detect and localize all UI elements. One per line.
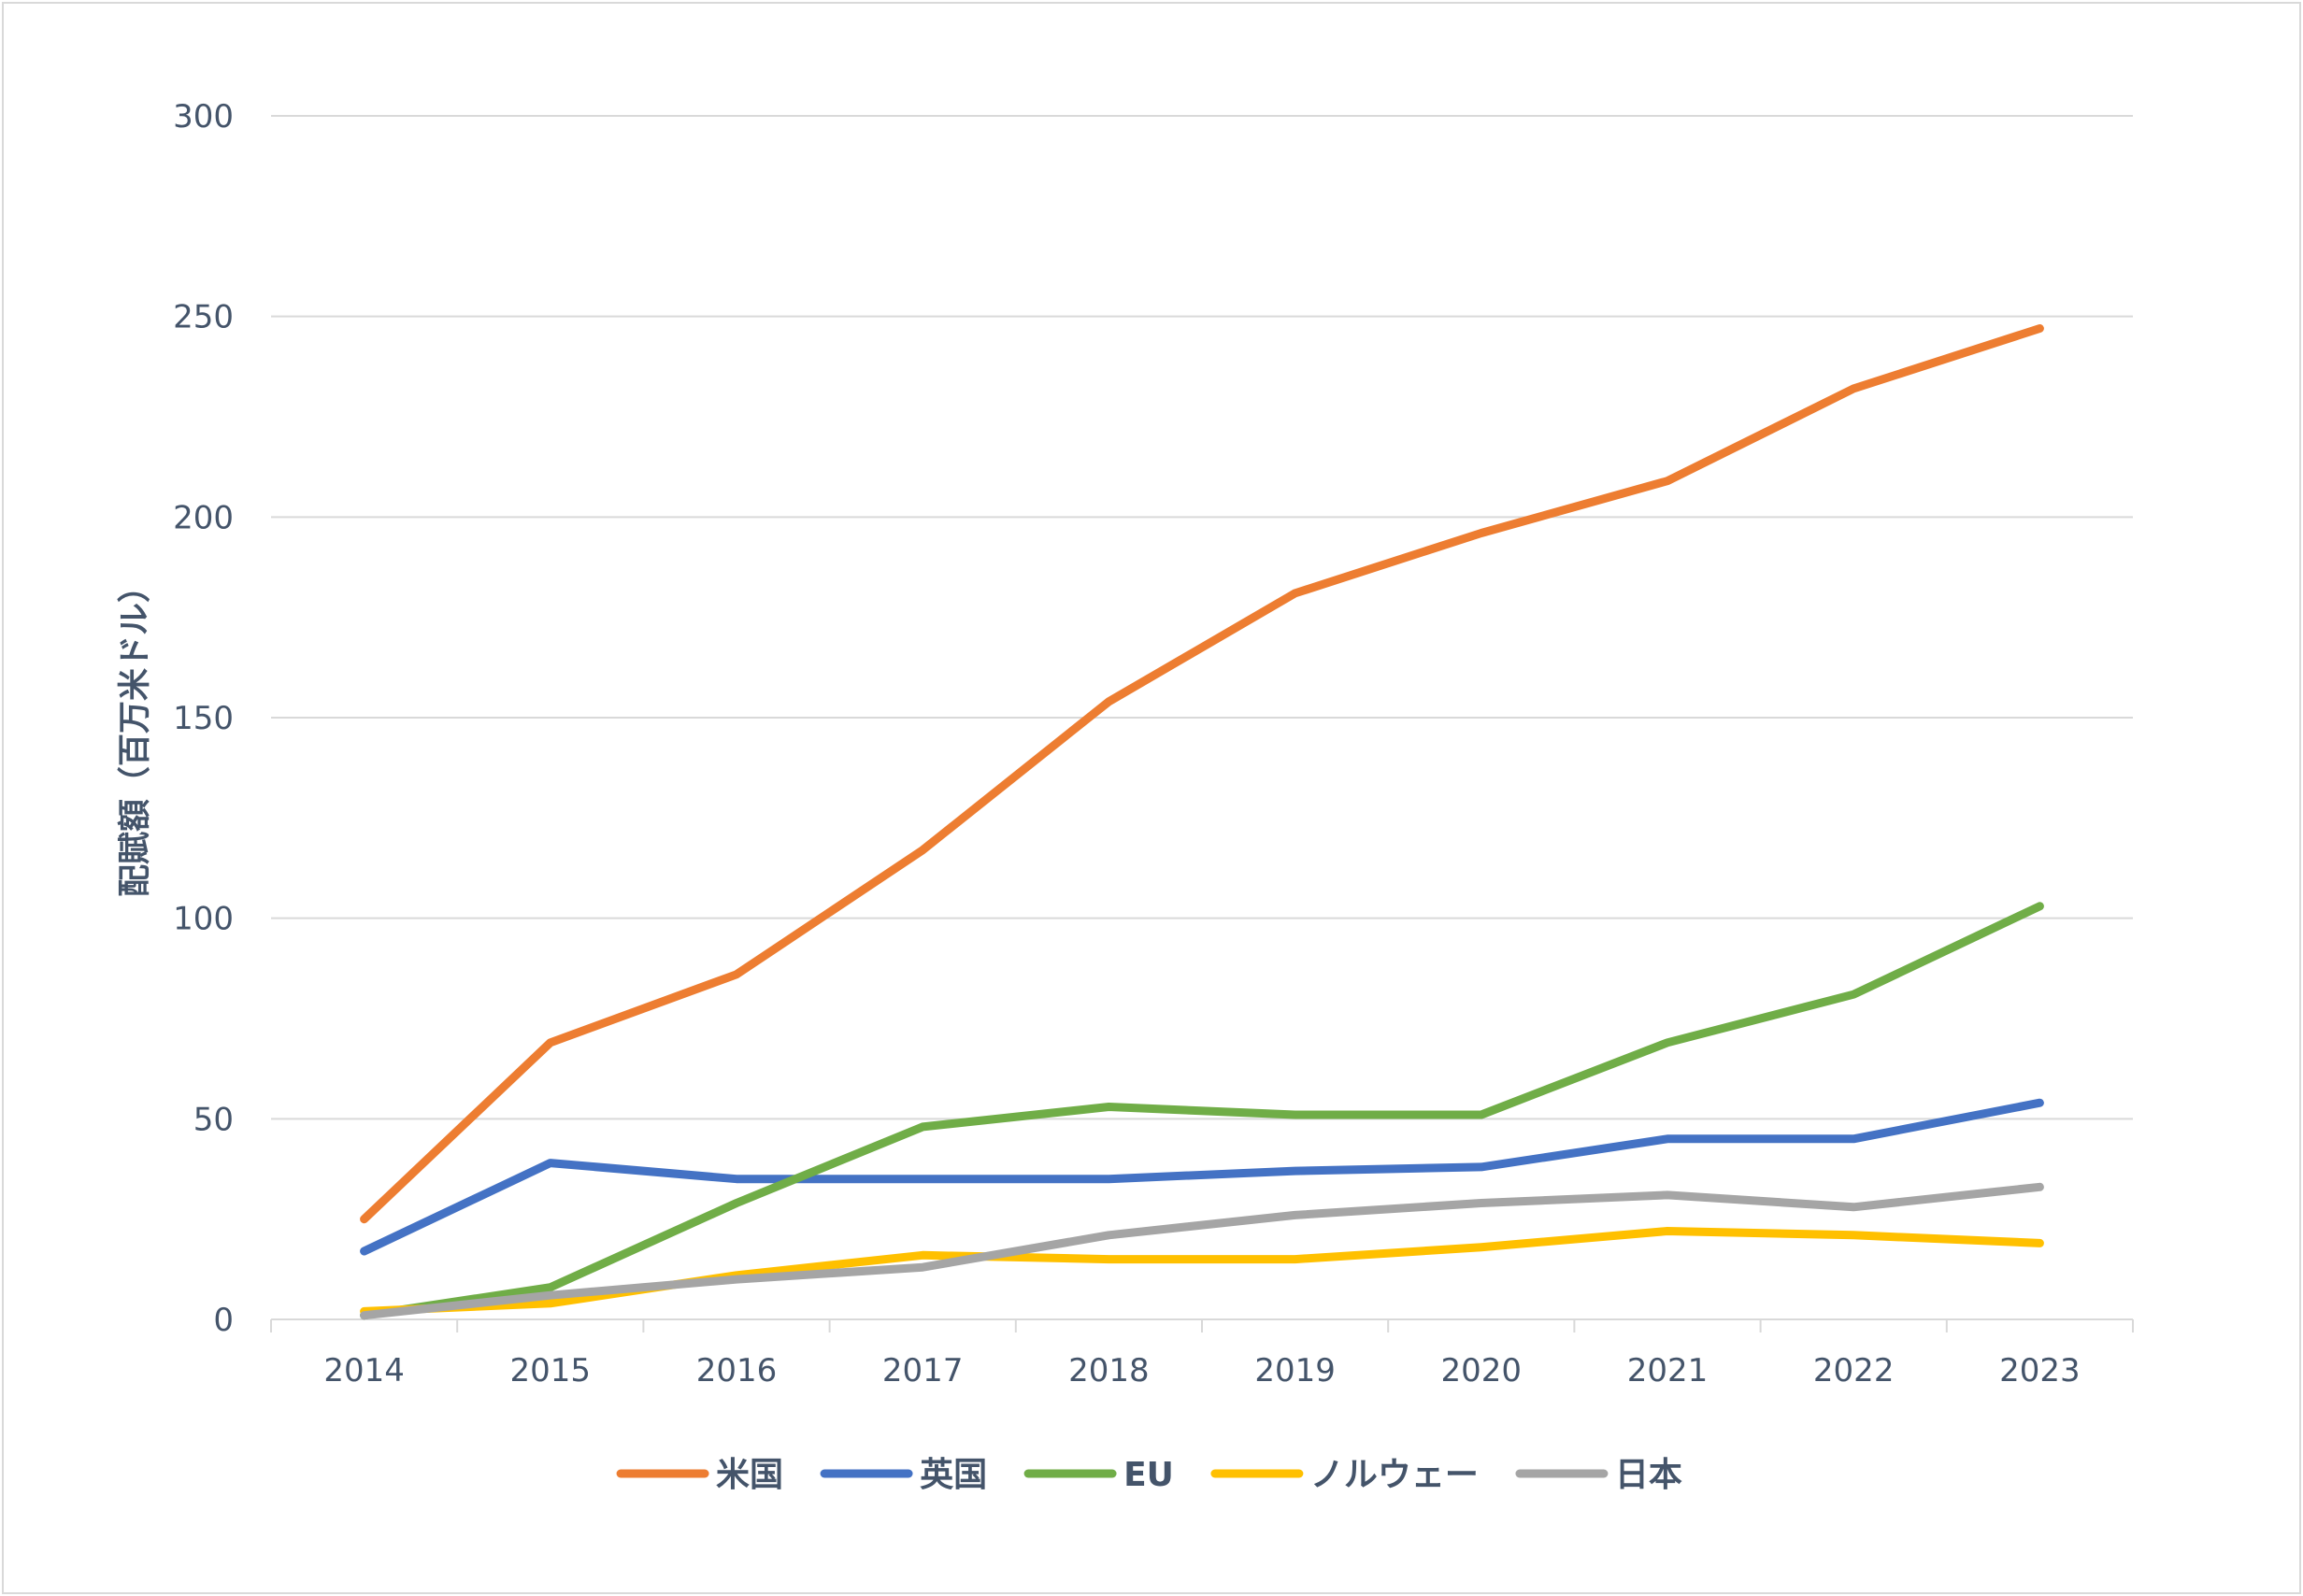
x-tick-label-2020: 2020: [1441, 1352, 1523, 1389]
y-tick-label: 250: [173, 299, 234, 336]
legend-item-0: 米国: [616, 1456, 783, 1494]
y-tick-label: 100: [173, 901, 234, 938]
series-line-1: [360, 1098, 2044, 1256]
series-lines: [360, 324, 2044, 1320]
x-tick-label-2017: 2017: [882, 1352, 964, 1389]
x-tick-label-2019: 2019: [1254, 1352, 1336, 1389]
y-tick-label: 200: [173, 499, 234, 536]
series-line-0: [360, 324, 2044, 1224]
axes: 0 50 100 150 200 250 300 2014 2015 2016 2017 2018 20…: [173, 98, 2134, 1389]
x-tick-label-2016: 2016: [696, 1352, 778, 1389]
series-line-4: [360, 1182, 2044, 1320]
y-tick-label: 0: [213, 1302, 234, 1339]
legend-label: 米国: [716, 1456, 783, 1494]
legend-label: EU: [1123, 1456, 1174, 1494]
x-tick-label-2022: 2022: [1813, 1352, 1895, 1389]
y-tick-label: 150: [173, 700, 234, 737]
y-tick-label: 50: [193, 1101, 234, 1138]
legend-item-2: EU: [1023, 1456, 1174, 1494]
legend-label: ノルウェー: [1310, 1456, 1479, 1494]
series-line-2: [360, 902, 2044, 1320]
legend-label: 日本: [1615, 1456, 1682, 1494]
x-tick-label-2023: 2023: [1999, 1352, 2081, 1389]
y-tick-label: 300: [173, 98, 234, 135]
legend: 米国 英国 EU ノルウェー 日本: [616, 1456, 1682, 1494]
legend-item-4: 日本: [1515, 1456, 1682, 1494]
legend-item-1: 英国: [820, 1456, 987, 1494]
x-tick-label-2015: 2015: [510, 1352, 592, 1389]
y-axis-title: 配賦額（百万米ドル）: [117, 570, 154, 897]
x-tick-label-2021: 2021: [1627, 1352, 1709, 1389]
legend-item-3: ノルウェー: [1210, 1456, 1479, 1494]
series-line-3: [360, 1227, 2044, 1316]
x-tick-label-2014: 2014: [323, 1352, 405, 1389]
x-tick-label-2018: 2018: [1068, 1352, 1150, 1389]
gridlines: [271, 115, 2133, 1120]
legend-label: 英国: [920, 1456, 987, 1494]
